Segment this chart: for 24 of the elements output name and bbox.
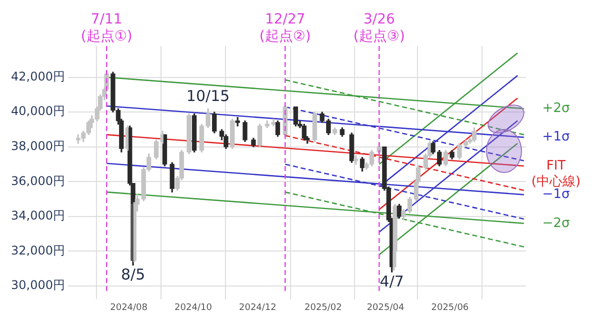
series-label: FIT (中心線) bbox=[531, 158, 581, 190]
y-tick-label: 42,000円 bbox=[10, 69, 65, 84]
y-tick-label: 34,000円 bbox=[10, 208, 65, 223]
ref-line-label: 12/27 (起点②) bbox=[259, 12, 311, 45]
x-tick-label: 2024/08 bbox=[110, 302, 148, 313]
x-tick-label: 2024/10 bbox=[174, 302, 212, 313]
x-tick-label: 2025/04 bbox=[366, 302, 404, 313]
y-tick-label: 30,000円 bbox=[10, 278, 65, 292]
x-tick-label: 2025/02 bbox=[304, 302, 342, 313]
annotation: 8/5 bbox=[120, 266, 146, 284]
y-tick-label: 38,000円 bbox=[10, 138, 65, 153]
annotation: 4/7 bbox=[380, 272, 404, 290]
annotation: 10/15 bbox=[186, 86, 230, 105]
series-label: −2σ bbox=[542, 216, 570, 231]
y-tick-label: 40,000円 bbox=[10, 104, 65, 118]
ref-line-label: 7/11 (起点①) bbox=[80, 12, 132, 45]
x-tick-label: 2024/12 bbox=[238, 302, 276, 313]
y-tick-label: 32,000円 bbox=[10, 243, 65, 258]
x-tick-label: 2025/06 bbox=[431, 302, 469, 313]
ref-line-label: 3/26 (起点③) bbox=[353, 12, 405, 45]
y-tick-label: 36,000円 bbox=[10, 174, 65, 188]
series-label: +2σ bbox=[542, 100, 570, 116]
series-label: −1σ bbox=[542, 187, 570, 202]
series-label: +1σ bbox=[542, 130, 570, 145]
